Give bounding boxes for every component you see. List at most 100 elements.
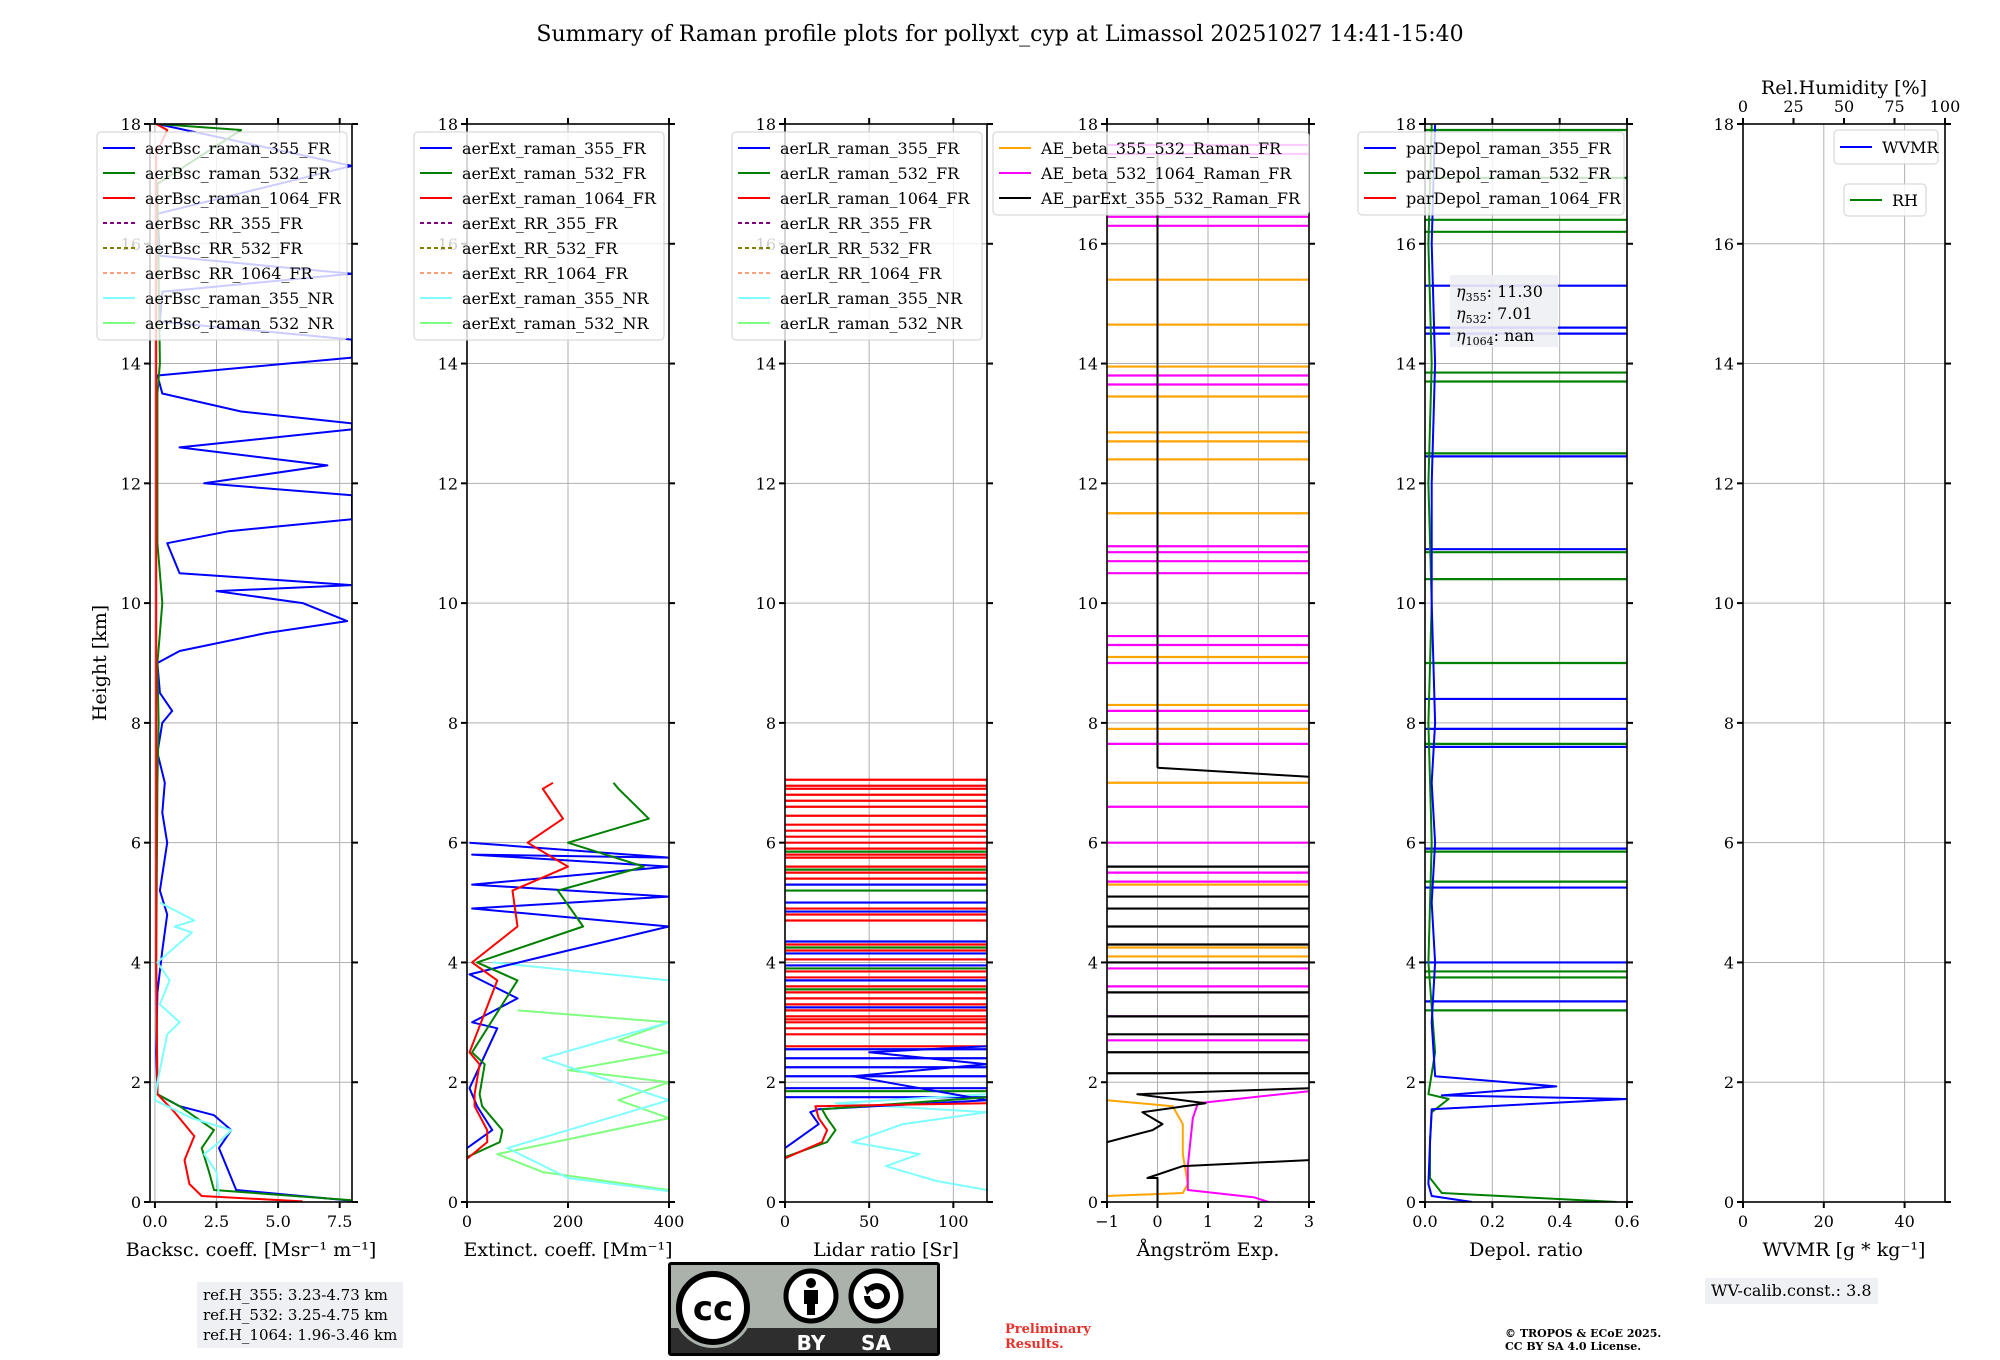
legend-label: RH xyxy=(1892,191,1918,210)
top-x-tick-label: 25 xyxy=(1783,97,1803,116)
series-aerLR_raman_1064_FR xyxy=(785,1102,987,1160)
legend-box xyxy=(96,131,348,341)
legend-box xyxy=(1833,129,1939,165)
legend-label: aerLR_RR_355_FR xyxy=(780,214,932,233)
x-tick-label: 50 xyxy=(859,1212,879,1231)
x-tick-label: 2 xyxy=(1253,1212,1263,1231)
axes-frame xyxy=(1424,123,1628,1203)
y-tick-label: 4 xyxy=(448,953,458,972)
x-tick-label: 0.0 xyxy=(1412,1212,1437,1231)
x-tick-label: 1 xyxy=(1203,1212,1213,1231)
legend-label: aerBsc_raman_1064_FR xyxy=(145,189,342,208)
legend-label: parDepol_raman_355_FR xyxy=(1406,139,1612,158)
x-tick-label: 0.0 xyxy=(142,1212,167,1231)
series-AE_beta_355_532_Raman_FR xyxy=(1107,1099,1189,1197)
axes-frame xyxy=(1742,123,1946,1203)
top-x-tick-label: 100 xyxy=(1930,97,1961,116)
y-tick-label: 18 xyxy=(438,115,458,134)
y-tick-label: 14 xyxy=(1396,355,1416,374)
figure-title: Summary of Raman profile plots for polly… xyxy=(536,22,1464,47)
legend-label: parDepol_raman_1064_FR xyxy=(1406,189,1622,208)
legend-label: AE_parExt_355_532_Raman_FR xyxy=(1040,189,1301,208)
x-tick-label: 200 xyxy=(553,1212,584,1231)
y-tick-label: 4 xyxy=(766,953,776,972)
legend-label: aerLR_raman_532_NR xyxy=(780,314,963,333)
y-tick-label: 6 xyxy=(131,834,141,853)
x-axis-label: Lidar ratio [Sr] xyxy=(813,1239,959,1261)
x-tick-label: 0 xyxy=(462,1212,472,1231)
series-aerLR_raman_532_FR xyxy=(785,1096,987,1159)
y-tick-label: 4 xyxy=(1724,953,1734,972)
y-tick-label: 2 xyxy=(448,1073,458,1092)
y-tick-label: 6 xyxy=(766,834,776,853)
legend: AE_beta_355_532_Raman_FR AE_beta_532_1064… xyxy=(992,131,1310,216)
legend: aerExt_raman_355_FR aerExt_raman_532_FRae… xyxy=(413,131,665,341)
share-alike-icon xyxy=(848,1268,904,1324)
legend: parDepol_raman_355_FR parDepol_raman_532_… xyxy=(1357,131,1625,216)
legend-label: aerLR_raman_355_FR xyxy=(780,139,960,158)
y-tick-label: 6 xyxy=(1724,834,1734,853)
legend-label: AE_beta_532_1064_Raman_FR xyxy=(1040,164,1292,183)
legend-label: aerLR_raman_532_FR xyxy=(780,164,960,183)
series-AE_parExt_355_532_Raman_FR xyxy=(1146,1159,1309,1202)
legend-label: aerBsc_RR_532_FR xyxy=(145,239,303,258)
x-tick-label: 0.6 xyxy=(1614,1212,1639,1231)
top-x-tick-label: 75 xyxy=(1884,97,1904,116)
legend-label: aerExt_raman_532_FR xyxy=(462,164,647,183)
x-tick-label: 0 xyxy=(1738,1212,1748,1231)
series-aerExt_raman_532_NR xyxy=(496,1009,669,1191)
y-tick-label: 10 xyxy=(1078,594,1098,613)
x-tick-label: 3 xyxy=(1304,1212,1314,1231)
y-tick-label: 2 xyxy=(1724,1073,1734,1092)
y-tick-label: 14 xyxy=(438,355,458,374)
x-tick-label: 40 xyxy=(1894,1212,1914,1231)
y-tick-label: 16 xyxy=(1078,235,1098,254)
copyright-line-1: © TROPOS & ECoE 2025. xyxy=(1505,1327,1662,1340)
legend-label: WVMR xyxy=(1882,138,1939,157)
y-tick-label: 0 xyxy=(1088,1193,1098,1212)
gridlines xyxy=(1742,123,1945,1203)
legend-label: aerLR_RR_532_FR xyxy=(780,239,932,258)
legend-label: aerLR_raman_355_NR xyxy=(780,289,963,308)
y-tick-label: 10 xyxy=(756,594,776,613)
series-AE_parExt_355_532_Raman_FR_c xyxy=(1157,766,1309,778)
ref-height-355: ref.H_355: 3.23-4.73 km xyxy=(203,1286,388,1304)
legend: WVMR RH xyxy=(1833,129,1939,217)
data-layer xyxy=(467,781,669,1193)
ref-height-1064: ref.H_1064: 1.96-3.46 km xyxy=(203,1326,398,1344)
x-axis-label: WVMR [g * kg⁻¹] xyxy=(1763,1239,1926,1261)
x-tick-label: 0.4 xyxy=(1547,1212,1572,1231)
legend-box xyxy=(1843,183,1927,217)
series-aerExt_raman_355_NR xyxy=(492,961,669,1193)
x-axis-label: Extinct. coeff. [Mm⁻¹] xyxy=(463,1239,672,1261)
y-tick-label: 18 xyxy=(1078,115,1098,134)
y-tick-label: 6 xyxy=(448,834,458,853)
series-AE_beta_532_1064_Raman_FR xyxy=(1186,1090,1309,1202)
legend-box xyxy=(992,131,1310,216)
y-tick-label: 2 xyxy=(766,1073,776,1092)
y-tick-label: 18 xyxy=(756,115,776,134)
y-tick-label: 10 xyxy=(1396,594,1416,613)
y-tick-label: 12 xyxy=(438,474,458,493)
series-AE_parExt_355_532_Raman_FR_b xyxy=(1107,1087,1309,1144)
data-layer xyxy=(1425,124,1627,1202)
legend-label: aerBsc_RR_355_FR xyxy=(145,214,303,233)
copyright-line-2: CC BY SA 4.0 License. xyxy=(1505,1340,1642,1353)
y-tick-label: 10 xyxy=(1714,594,1734,613)
copyright-note: © TROPOS & ECoE 2025. CC BY SA 4.0 Licen… xyxy=(1505,1327,1661,1353)
legend-label: aerExt_RR_355_FR xyxy=(462,214,619,233)
legend-label: aerExt_raman_1064_FR xyxy=(462,189,657,208)
x-tick-label: 0.2 xyxy=(1480,1212,1505,1231)
series-aerBsc_raman_532_FR xyxy=(155,124,352,1202)
legend: aerBsc_raman_355_FR aerBsc_raman_532_FRae… xyxy=(96,131,348,341)
y-tick-label: 18 xyxy=(1396,115,1416,134)
y-tick-label: 12 xyxy=(756,474,776,493)
wv-calib-constant: WV-calib.const.: 3.8 xyxy=(1711,1281,1872,1300)
y-tick-label: 16 xyxy=(1714,235,1734,254)
axes-frame xyxy=(784,123,988,1203)
y-tick-label: 6 xyxy=(1088,834,1098,853)
cc-by-sa-license-badge: cc BY SA xyxy=(668,1262,940,1356)
